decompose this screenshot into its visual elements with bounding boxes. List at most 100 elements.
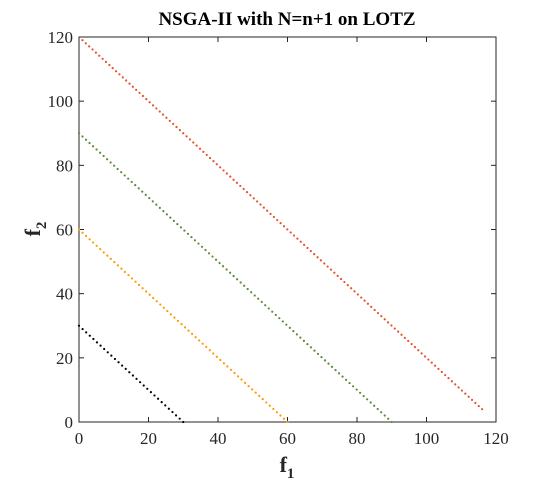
scatter-point — [309, 346, 313, 349]
scatter-point — [109, 161, 112, 164]
scatter-point — [327, 362, 330, 365]
scatter-point — [233, 371, 236, 375]
scatter-point — [95, 341, 99, 344]
scatter-point — [268, 404, 271, 407]
scatter-point — [130, 277, 134, 280]
scatter-point — [276, 218, 279, 222]
scatter-point — [222, 362, 225, 365]
scatter-point — [413, 346, 417, 349]
scatter-point — [188, 138, 192, 141]
scatter-point — [249, 194, 252, 197]
scatter-point — [141, 94, 145, 98]
scatter-point — [158, 110, 161, 113]
scatter-point — [81, 39, 84, 42]
scatter-point — [165, 116, 168, 119]
scatter-point — [247, 385, 250, 388]
scatter-point — [165, 213, 168, 216]
scatter-point — [219, 358, 222, 362]
scatter-point — [81, 135, 84, 138]
scatter-point — [362, 394, 365, 398]
scatter-point — [130, 180, 133, 184]
scatter-point — [397, 330, 400, 333]
scatter-point — [131, 374, 135, 377]
scatter-point — [390, 324, 393, 327]
scatter-point — [110, 354, 113, 357]
scatter-point — [156, 397, 160, 400]
scatter-point — [360, 296, 363, 299]
scatter-point — [162, 306, 165, 309]
scatter-point — [153, 394, 156, 397]
scatter-point — [257, 297, 260, 300]
scatter-point — [103, 347, 106, 351]
scatter-point — [337, 372, 341, 375]
scatter-point — [229, 368, 233, 371]
scatter-point — [134, 184, 137, 187]
scatter-point — [383, 318, 386, 321]
scatter-point — [373, 308, 376, 312]
scatter-point — [127, 274, 130, 277]
scatter-point — [275, 411, 278, 414]
scatter-point — [178, 417, 181, 420]
scatter-point — [306, 246, 309, 250]
scatter-point — [299, 240, 302, 243]
scatter-point — [221, 265, 225, 268]
scatter-point — [141, 190, 144, 193]
x-tick-label: 80 — [349, 429, 366, 448]
scatter-point — [212, 352, 215, 355]
scatter-point — [98, 54, 101, 57]
scatter-point — [120, 171, 123, 174]
scatter-point — [470, 398, 474, 401]
scatter-point — [253, 294, 256, 297]
scatter-point — [190, 332, 194, 336]
scatter-point — [123, 174, 126, 177]
scatter-point — [369, 401, 372, 404]
scatter-point — [142, 384, 145, 387]
scatter-point — [182, 132, 185, 135]
scatter-point — [198, 147, 202, 150]
scatter-point — [102, 154, 105, 158]
scatter-point — [134, 280, 137, 283]
y-tick-label: 100 — [48, 92, 74, 111]
scatter-point — [113, 261, 116, 264]
scatter-point — [84, 138, 88, 141]
scatter-point — [118, 73, 121, 76]
scatter-point — [333, 271, 336, 274]
scatter-point — [262, 206, 265, 209]
scatter-point — [264, 304, 267, 307]
scatter-point — [250, 291, 253, 294]
scatter-point — [258, 394, 261, 397]
x-tick-label: 100 — [414, 429, 440, 448]
scatter-point — [320, 356, 323, 359]
scatter-point — [323, 359, 327, 362]
scatter-point — [116, 167, 119, 171]
scatter-point — [187, 329, 190, 332]
scatter-point — [460, 389, 464, 392]
scatter-point — [148, 101, 151, 104]
scatter-point — [176, 222, 179, 226]
scatter-point — [214, 258, 218, 261]
scatter-point — [159, 303, 162, 306]
scatter-point — [352, 385, 355, 388]
scatter-point — [116, 264, 119, 267]
scatter-point — [88, 334, 91, 337]
scatter-point — [197, 242, 200, 245]
scatter-point — [201, 342, 204, 345]
scatter-point — [218, 261, 221, 265]
scatter-point — [137, 187, 140, 190]
scatter-point — [229, 175, 232, 178]
scatter-point — [444, 373, 447, 377]
scatter-point — [437, 367, 440, 370]
scatter-point — [236, 278, 239, 281]
scatter-point — [380, 411, 383, 414]
scatter-point — [313, 253, 316, 256]
scatter-point — [410, 342, 413, 346]
scatter-point — [106, 254, 109, 257]
scatter-point — [109, 257, 112, 260]
y-tick-label: 20 — [56, 349, 73, 368]
scatter-point — [106, 351, 109, 354]
scatter-point — [386, 321, 390, 324]
scatter-point — [128, 82, 131, 85]
scatter-point — [85, 331, 88, 334]
y-axis-label-main: f — [20, 228, 45, 236]
scatter-point — [98, 151, 102, 154]
